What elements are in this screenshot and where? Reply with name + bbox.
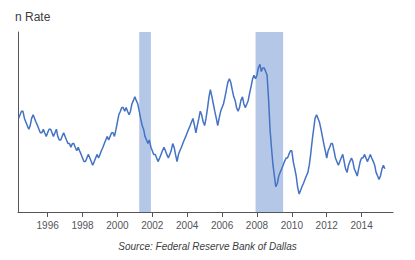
svg-text:1998: 1998 [71,220,94,231]
svg-text:2014: 2014 [350,220,373,231]
svg-text:n Rate: n Rate [15,10,51,24]
svg-text:2008: 2008 [246,220,269,231]
svg-text:Source: Federal Reserve Bank o: Source: Federal Reserve Bank of Dallas [118,241,296,252]
svg-text:2010: 2010 [281,220,304,231]
svg-text:2006: 2006 [211,220,234,231]
svg-text:2004: 2004 [176,220,199,231]
svg-text:1996: 1996 [37,220,60,231]
svg-text:2002: 2002 [141,220,164,231]
svg-text:2000: 2000 [106,220,129,231]
svg-text:2012: 2012 [316,220,339,231]
